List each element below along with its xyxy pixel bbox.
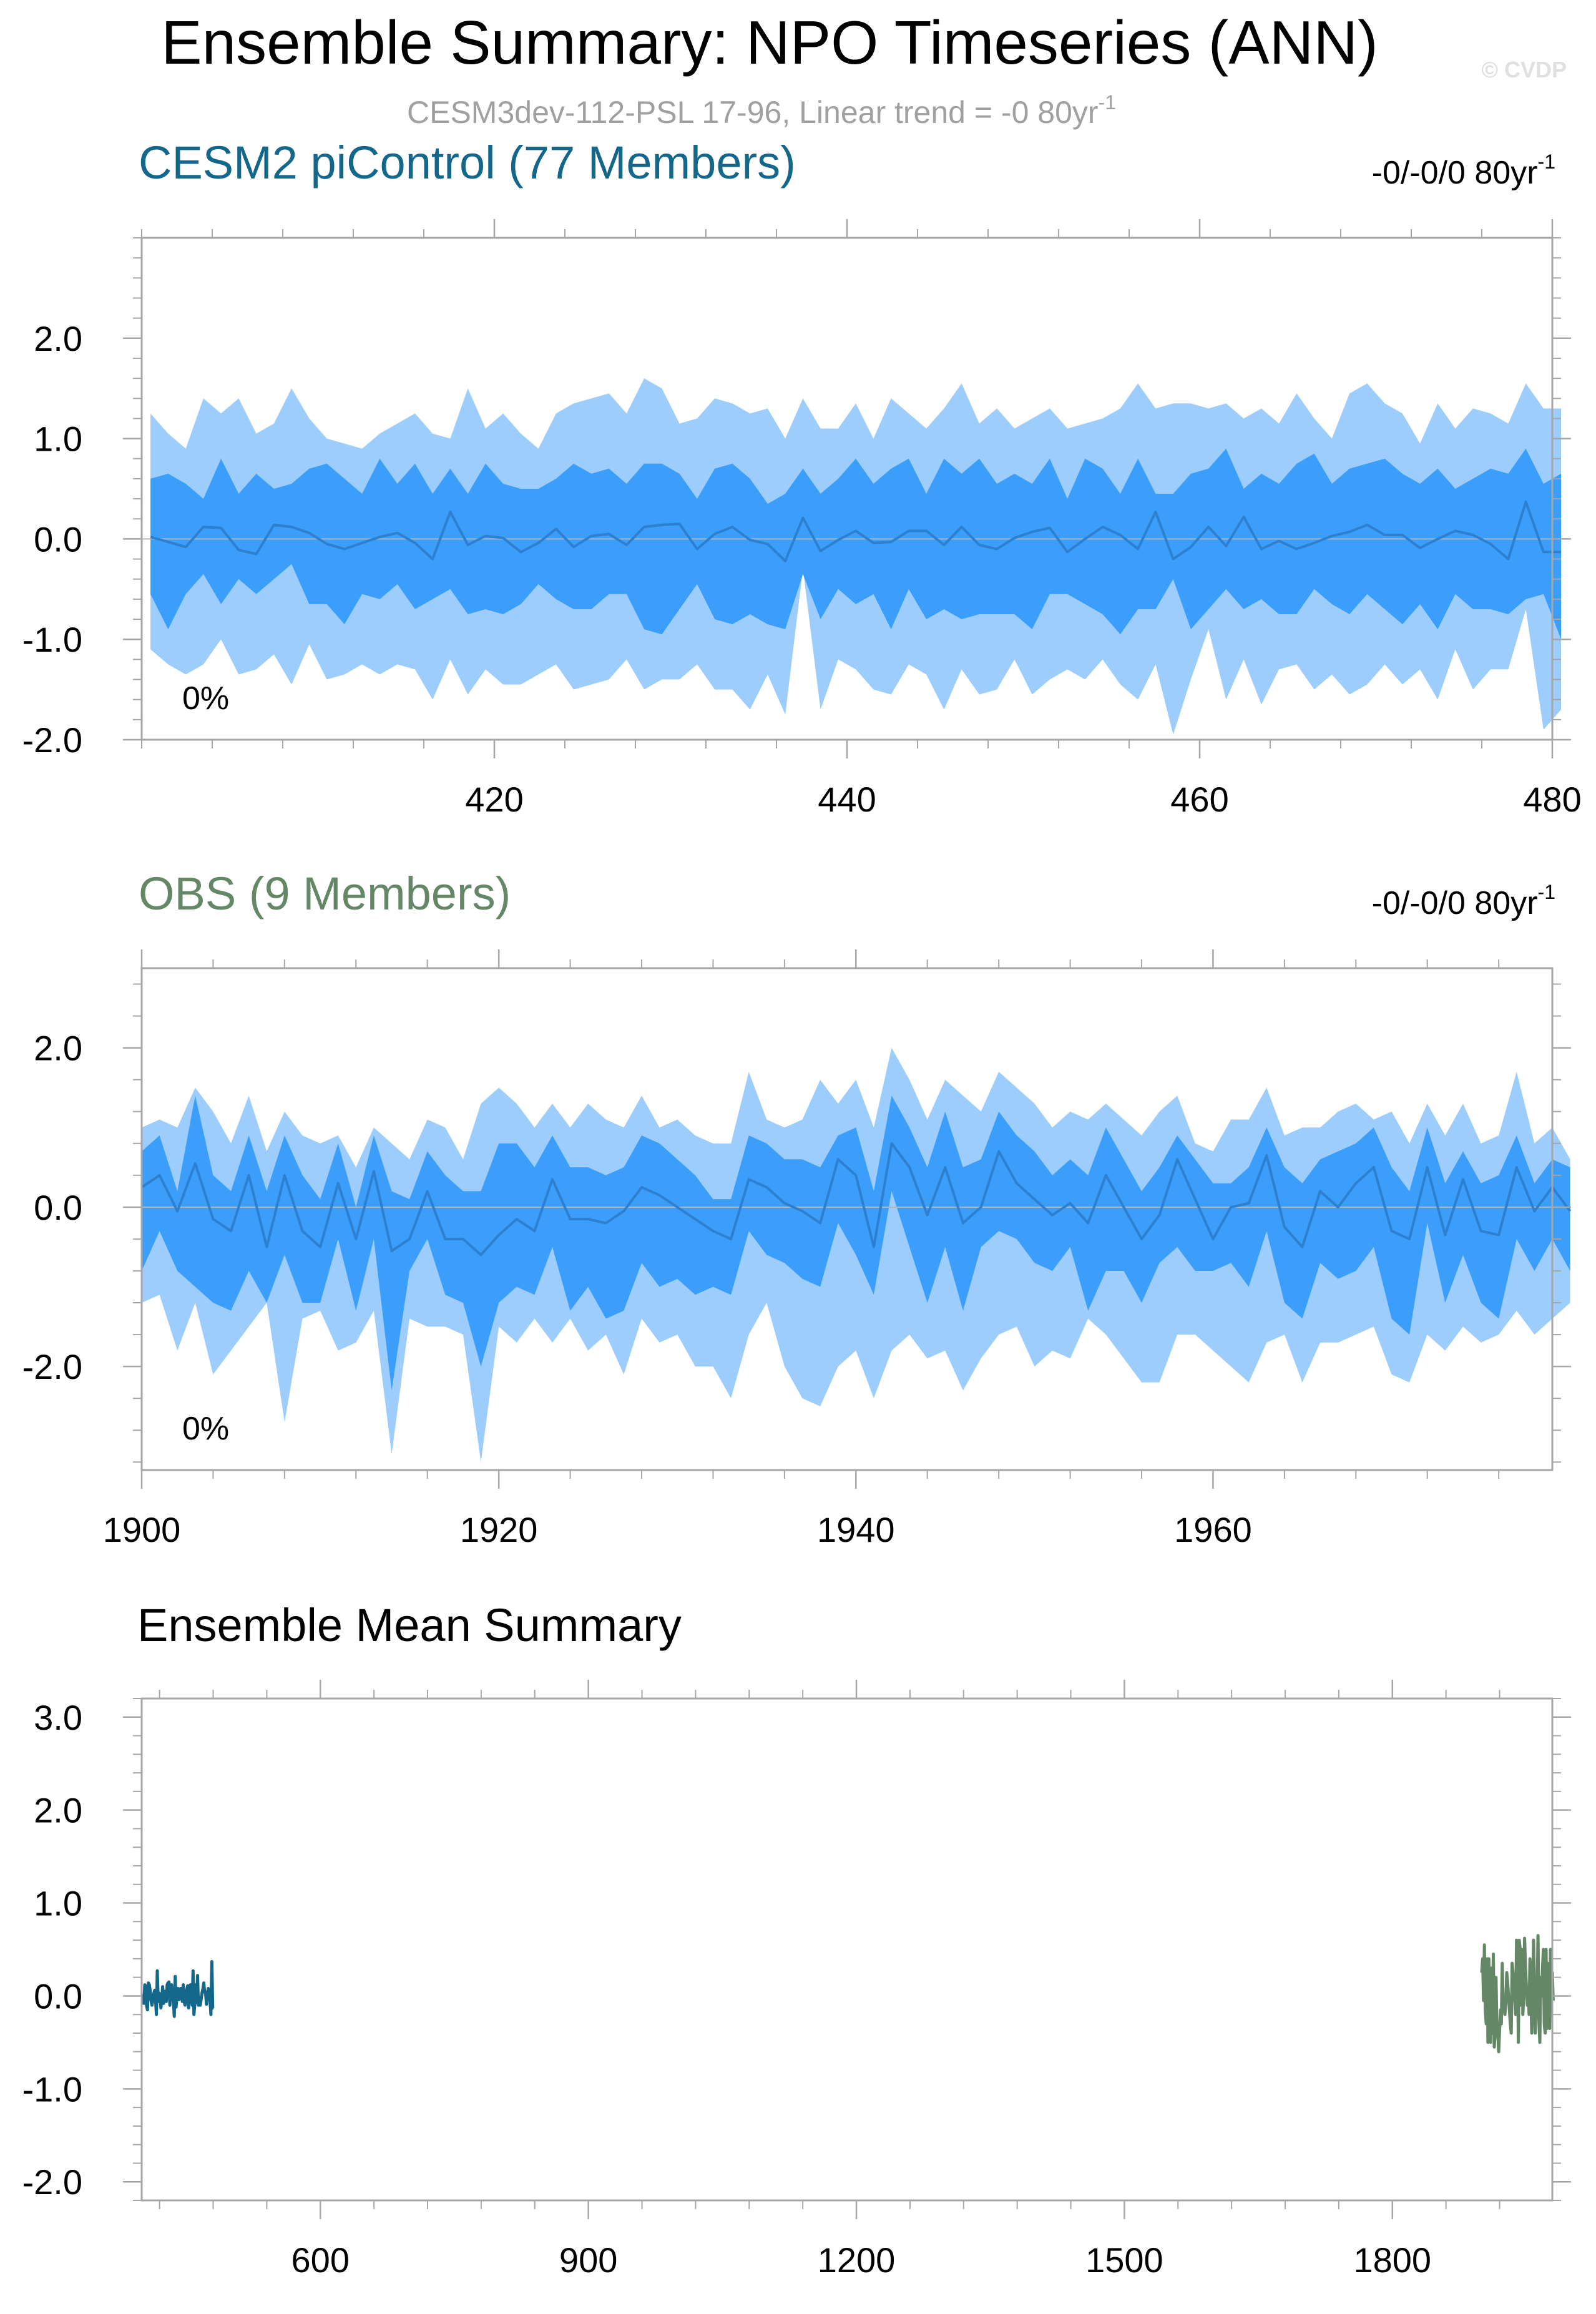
panel-model-trend-text: -0/-0/0 80yr (1372, 155, 1538, 191)
obs-x-tick-label: 1900 (103, 1510, 181, 1549)
summary-obs-line (1480, 1934, 1555, 2054)
panel-obs-trend-sup: -1 (1538, 881, 1555, 903)
panel-model: CESM2 piControl (77 Members) -0/-0/0 80y… (22, 137, 1582, 819)
summary-x-tick-label: 600 (291, 2240, 350, 2280)
figure-subtitle-text: CESM3dev-112-PSL 17-96, Linear trend = -… (407, 95, 1099, 130)
summary-x-tick-label: 1800 (1354, 2240, 1432, 2280)
model-x-tick-label: 480 (1523, 780, 1581, 819)
panel-model-inset-label: 0% (182, 680, 229, 717)
model-mean-line (150, 500, 1562, 562)
model-y-tick-label: 1.0 (34, 419, 82, 459)
plot-area-model: 420 440 460 480 -2.0 -1.0 0.0 1.0 2.0 (22, 219, 1582, 819)
obs-y-tick-label: 2.0 (34, 1029, 82, 1068)
summary-y-tick-label: 2.0 (34, 1791, 82, 1830)
summary-frame (140, 1697, 1554, 2202)
panel-obs-trend: -0/-0/0 80yr-1 (1372, 881, 1555, 921)
panel-summary-title: Ensemble Mean Summary (137, 1599, 682, 1651)
obs-x-tick-label: 1920 (460, 1510, 538, 1549)
plot-area-obs: 1900 1920 1940 1960 -2.0 0.0 2.0 (22, 949, 1572, 1549)
summary-y-tick-label: -2.0 (22, 2162, 83, 2202)
model-x-tick-label: 460 (1170, 780, 1228, 819)
panel-obs-title: OBS (9 Members) (139, 868, 511, 919)
panel-model-title: CESM2 piControl (77 Members) (139, 137, 796, 189)
obs-mean-line (140, 1142, 1572, 1257)
obs-x-tick-label: 1960 (1174, 1510, 1252, 1549)
obs-y-tick-label: -2.0 (22, 1347, 83, 1386)
summary-y-tick-label: 0.0 (34, 1976, 82, 2016)
plot-area-summary: 600 900 1200 1500 1800 -2.0 -1.0 0.0 1.0 2.0 3.0 (22, 1680, 1571, 2280)
model-x-tick-label: 440 (818, 780, 876, 819)
model-y-tick-label: -1.0 (22, 620, 83, 659)
summary-x-tick-label: 1500 (1085, 2240, 1163, 2280)
summary-model-line (140, 1959, 215, 2018)
panel-model-trend-sup: -1 (1538, 150, 1555, 173)
model-frame (140, 237, 1554, 741)
panel-summary: Ensemble Mean Summary 600 900 1200 1500 1800… (22, 1599, 1571, 2280)
summary-x-tick-label: 900 (559, 2240, 617, 2280)
obs-x-tick-label: 1940 (817, 1510, 895, 1549)
model-y-tick-label: 0.0 (34, 519, 82, 559)
figure-title: Ensemble Summary: NPO Timeseries (ANN) (161, 8, 1378, 77)
figure-subtitle-sup: -1 (1099, 91, 1116, 114)
summary-x-tick-label: 1200 (818, 2240, 896, 2280)
model-x-tick-label: 420 (465, 780, 523, 819)
summary-y-tick-label: -1.0 (22, 2069, 83, 2109)
summary-y-tick-label: 1.0 (34, 1884, 82, 1923)
obs-frame (140, 967, 1554, 1471)
model-y-tick-label: -2.0 (22, 720, 83, 760)
obs-y-tick-label: 0.0 (34, 1188, 82, 1227)
figure-subtitle: CESM3dev-112-PSL 17-96, Linear trend = -… (407, 91, 1116, 130)
model-percentile-band (150, 448, 1562, 640)
obs-percentile-band (142, 1096, 1570, 1391)
panel-obs-trend-text: -0/-0/0 80yr (1372, 885, 1538, 921)
panel-obs-inset-label: 0% (182, 1411, 229, 1447)
summary-y-tick-label: 3.0 (34, 1698, 82, 1737)
model-y-tick-label: 2.0 (34, 319, 82, 358)
panel-obs: OBS (9 Members) -0/-0/0 80yr-1 1900 1920 1… (22, 868, 1572, 1549)
watermark: © CVDP (1481, 57, 1567, 82)
panel-model-trend: -0/-0/0 80yr-1 (1372, 150, 1555, 191)
